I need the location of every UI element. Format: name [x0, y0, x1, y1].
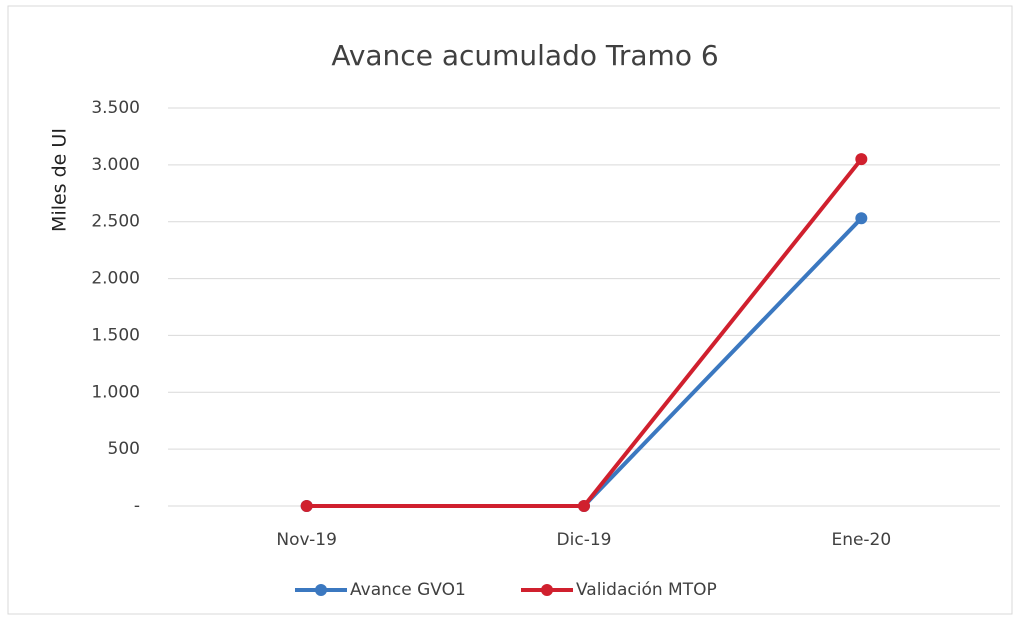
series-marker [578, 500, 590, 512]
x-tick-label: Nov-19 [276, 530, 337, 550]
y-tick-label: 3.000 [91, 155, 140, 175]
series-marker [855, 212, 868, 225]
y-axis-label: Miles de UI [49, 128, 71, 232]
y-tick-label: 1.500 [91, 325, 140, 345]
legend-marker [315, 584, 327, 596]
chart-border [7, 5, 1013, 615]
series-marker [855, 153, 868, 166]
legend-marker [541, 584, 553, 596]
legend-label: Validación MTOP [576, 580, 717, 600]
x-tick-label: Ene-20 [831, 530, 891, 550]
chart-title: Avance acumulado Tramo 6 [331, 39, 718, 72]
legend-label: Avance GVO1 [350, 580, 466, 600]
y-tick-label: 500 [108, 439, 140, 459]
y-tick-label: - [134, 496, 140, 516]
y-tick-label: 2.500 [91, 212, 140, 232]
y-tick-label: 2.000 [91, 269, 140, 289]
y-tick-label: 1.000 [91, 382, 140, 402]
x-tick-label: Dic-19 [557, 530, 612, 550]
y-tick-label: 3.500 [91, 98, 140, 118]
series-marker [300, 500, 313, 512]
